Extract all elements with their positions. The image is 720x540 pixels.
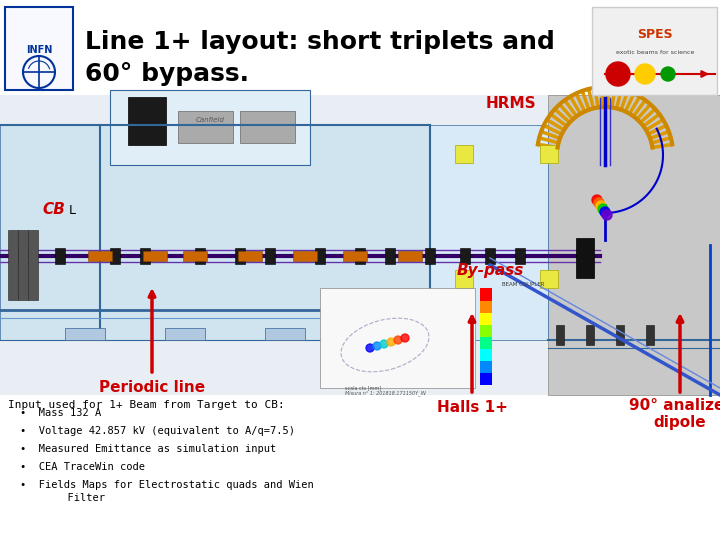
Bar: [320, 288, 475, 388]
Bar: [240, 111, 295, 143]
Bar: [480, 312, 492, 325]
Bar: [110, 248, 120, 264]
Bar: [143, 251, 167, 261]
Bar: [0, 95, 720, 395]
Circle shape: [661, 67, 675, 81]
Bar: [480, 288, 492, 301]
Text: L: L: [68, 204, 76, 217]
Circle shape: [366, 344, 374, 352]
Bar: [540, 145, 558, 163]
Bar: [293, 251, 317, 261]
Circle shape: [600, 207, 610, 217]
Bar: [398, 251, 422, 261]
Bar: [28, 230, 38, 300]
Bar: [646, 325, 654, 345]
Bar: [485, 248, 495, 264]
Text: scala cts [mm]: scala cts [mm]: [345, 385, 381, 390]
Bar: [480, 324, 492, 337]
Circle shape: [598, 204, 608, 214]
Bar: [515, 248, 525, 264]
Bar: [165, 328, 205, 340]
Bar: [8, 230, 18, 300]
Bar: [425, 248, 435, 264]
Bar: [5, 7, 73, 90]
Bar: [265, 328, 305, 340]
Text: •  Fields Maps for Electrostatic quads and Wien: • Fields Maps for Electrostatic quads an…: [20, 480, 314, 490]
Text: BEAM COUPLER: BEAM COUPLER: [502, 282, 544, 287]
Bar: [110, 90, 310, 165]
Bar: [88, 251, 112, 261]
Bar: [592, 7, 717, 95]
Circle shape: [596, 201, 606, 211]
Text: Halls 1+: Halls 1+: [436, 400, 508, 415]
Circle shape: [387, 338, 395, 346]
Text: By-pass: By-pass: [457, 262, 524, 278]
Bar: [140, 248, 150, 264]
Bar: [365, 328, 405, 340]
Circle shape: [602, 210, 612, 220]
Text: Misura n° 1: 201818.171150Y_IN: Misura n° 1: 201818.171150Y_IN: [345, 390, 426, 396]
Text: HRMS: HRMS: [486, 96, 536, 111]
Bar: [480, 360, 492, 373]
Text: SPES: SPES: [637, 29, 672, 42]
Bar: [480, 336, 492, 349]
Bar: [548, 95, 720, 395]
Bar: [556, 325, 564, 345]
Bar: [315, 248, 325, 264]
Bar: [0, 125, 430, 340]
Text: Line 1+ layout: short triplets and: Line 1+ layout: short triplets and: [85, 30, 555, 54]
Text: •  Measured Emittance as simulation input: • Measured Emittance as simulation input: [20, 444, 276, 454]
Bar: [265, 248, 275, 264]
Text: Filter: Filter: [30, 493, 105, 503]
Circle shape: [594, 198, 604, 208]
Bar: [18, 230, 28, 300]
Bar: [460, 248, 470, 264]
Circle shape: [394, 336, 402, 344]
Text: •  CEA TraceWin code: • CEA TraceWin code: [20, 462, 145, 472]
Bar: [576, 238, 594, 278]
Text: exotic beams for science: exotic beams for science: [616, 50, 694, 55]
Bar: [195, 248, 205, 264]
Text: 90° analizer
dipole: 90° analizer dipole: [629, 398, 720, 430]
Bar: [0, 395, 320, 540]
Circle shape: [401, 334, 409, 342]
Bar: [128, 97, 166, 145]
Text: Canfield: Canfield: [196, 117, 225, 123]
Circle shape: [380, 340, 388, 348]
Bar: [183, 251, 207, 261]
Bar: [355, 248, 365, 264]
Text: 60° bypass.: 60° bypass.: [85, 62, 249, 86]
Text: INFN: INFN: [26, 45, 52, 55]
Text: Input used for 1+ Beam from Target to CB:: Input used for 1+ Beam from Target to CB…: [8, 400, 284, 410]
Circle shape: [635, 64, 655, 84]
Bar: [616, 325, 624, 345]
Bar: [586, 325, 594, 345]
Bar: [178, 111, 233, 143]
Text: CB: CB: [42, 202, 66, 218]
Bar: [480, 348, 492, 361]
Bar: [430, 125, 548, 340]
Circle shape: [592, 195, 602, 205]
Text: •  Voltage 42.857 kV (equivalent to A/q=7.5): • Voltage 42.857 kV (equivalent to A/q=7…: [20, 426, 295, 436]
Bar: [480, 372, 492, 385]
Bar: [55, 248, 65, 264]
Bar: [343, 251, 367, 261]
Bar: [480, 300, 492, 313]
Bar: [455, 330, 473, 348]
Bar: [238, 251, 262, 261]
Circle shape: [606, 62, 630, 86]
Bar: [65, 328, 105, 340]
Bar: [385, 248, 395, 264]
Circle shape: [373, 342, 381, 350]
Text: •  Mass 132 A: • Mass 132 A: [20, 408, 102, 418]
Bar: [540, 270, 558, 288]
Bar: [455, 145, 473, 163]
Bar: [455, 270, 473, 288]
Text: Periodic line: Periodic line: [99, 380, 205, 395]
Bar: [235, 248, 245, 264]
